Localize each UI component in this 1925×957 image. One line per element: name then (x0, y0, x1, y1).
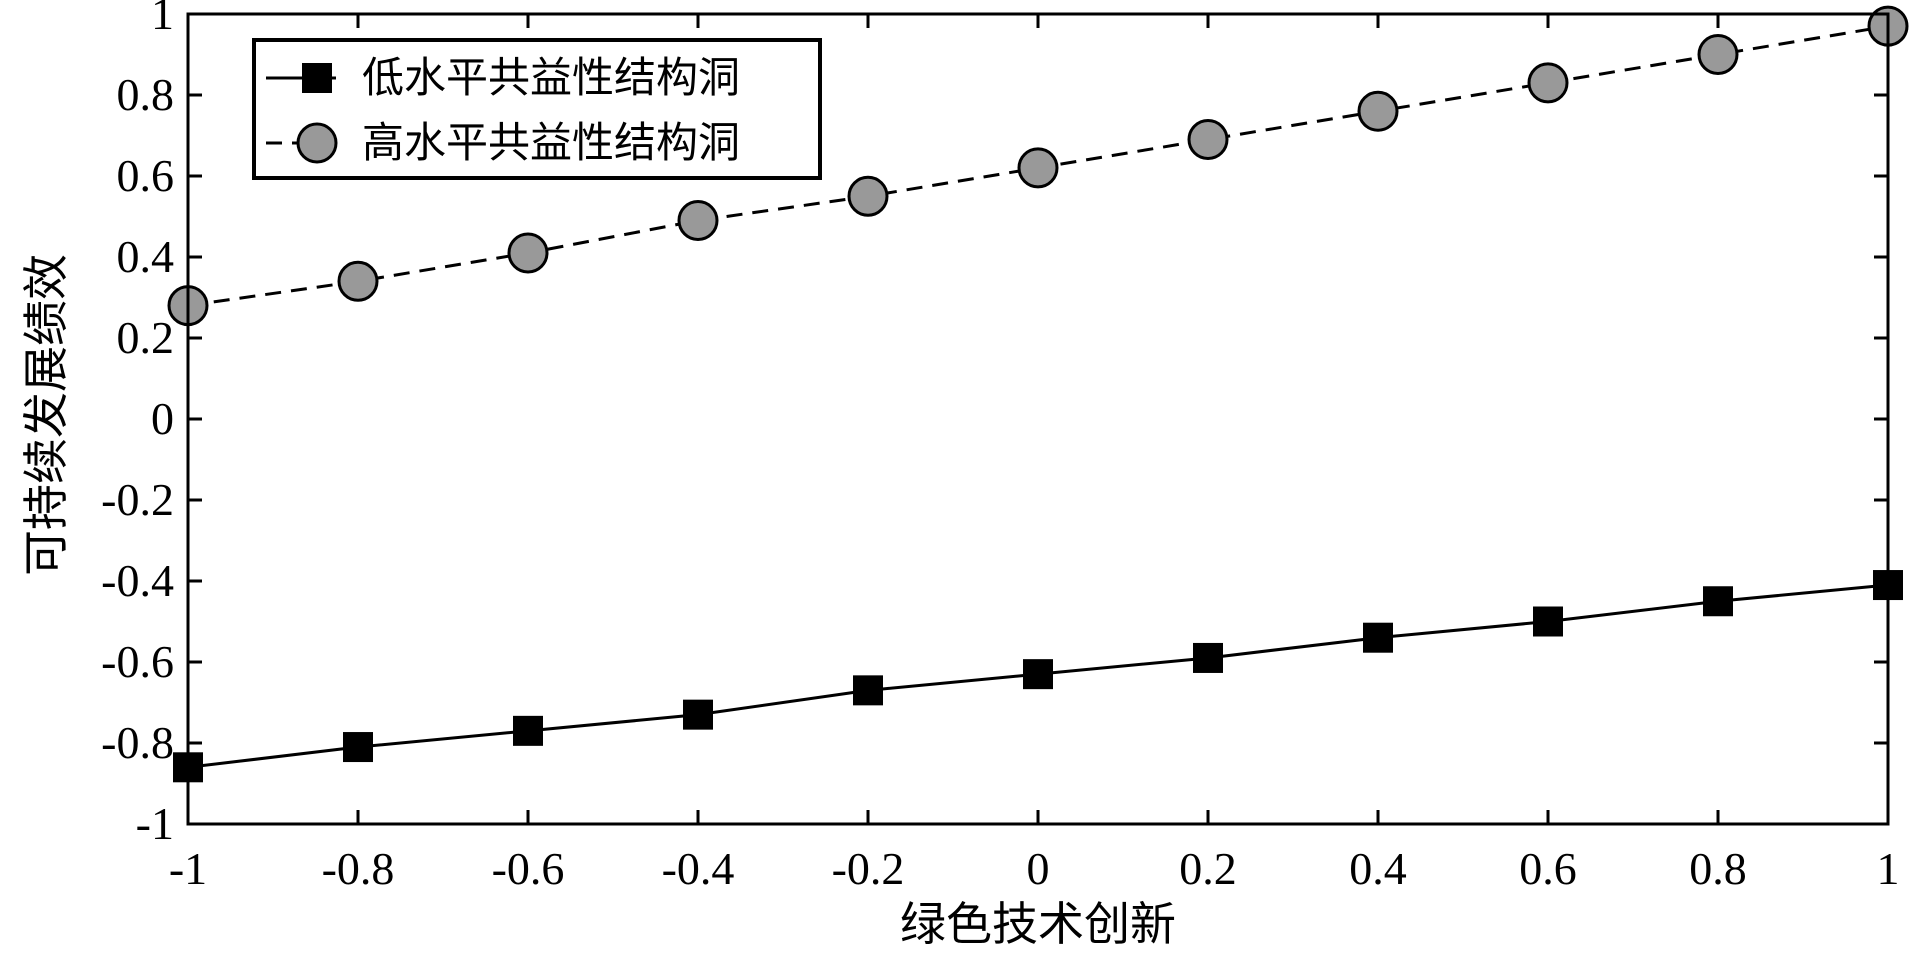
x-tick-label: -0.8 (322, 843, 395, 894)
series-2 (167, 5, 1909, 327)
square-marker (343, 732, 373, 763)
y-tick-label: 1 (151, 0, 174, 39)
circle-marker (1527, 62, 1569, 104)
tick-labels: -1 -0.8 -0.6 -0.4 -0.2 0 0.2 0.4 0.6 0.8 1 -1 -0.8 -0… (101, 0, 1899, 894)
circle-marker (337, 260, 379, 302)
legend-entry-1: 低水平共益性结构洞 (266, 56, 740, 102)
y-tick-label: 0.8 (117, 69, 175, 120)
x-tick-label: 0 (1027, 843, 1050, 894)
circle-marker (1697, 34, 1739, 75)
y-tick-label: -1 (136, 798, 174, 849)
x-tick-label: 0.6 (1519, 843, 1577, 894)
legend-label: 低水平共益性结构洞 (362, 56, 740, 102)
square-marker (1023, 659, 1053, 690)
y-tick-label: 0.6 (117, 150, 175, 201)
square-marker (1703, 586, 1733, 617)
x-tick-label: 0.4 (1349, 843, 1407, 894)
series-1 (173, 570, 1903, 783)
x-axis-title: 绿色技术创新 (900, 899, 1176, 950)
square-marker (513, 715, 543, 746)
circle-marker (847, 175, 889, 217)
y-tick-label: 0.2 (117, 312, 175, 363)
y-tick-label: -0.8 (101, 717, 174, 768)
x-tick-label: -0.4 (662, 843, 735, 894)
circle-marker (507, 232, 549, 274)
circle-marker (1357, 90, 1399, 132)
legend-entry-2: 高水平共益性结构洞 (266, 121, 740, 167)
square-marker (853, 675, 883, 706)
y-tick-label: 0.4 (117, 231, 175, 282)
legend-label: 高水平共益性结构洞 (362, 121, 740, 167)
x-tick-label: 1 (1877, 843, 1900, 894)
y-tick-label: -0.4 (101, 555, 174, 606)
square-marker (1363, 622, 1393, 653)
x-tick-label: -0.2 (832, 843, 905, 894)
y-axis-title: 可持续发展绩效 (21, 254, 72, 576)
square-marker (1533, 606, 1563, 637)
plot-frame (186, 12, 1890, 826)
legend-marker (296, 122, 338, 164)
y-tick-label: -0.6 (101, 636, 174, 687)
circle-marker (1187, 119, 1229, 161)
x-tick-label: -0.6 (492, 843, 565, 894)
y-tick-label: 0 (151, 393, 174, 444)
x-tick-label: 0.2 (1179, 843, 1237, 894)
square-marker (1193, 642, 1223, 673)
x-tick-label: -1 (169, 843, 207, 894)
circle-marker (677, 200, 719, 242)
y-tick-label: -0.2 (101, 474, 174, 525)
series-group (167, 5, 1909, 783)
square-marker (683, 699, 713, 730)
circle-marker (1017, 147, 1059, 189)
x-tick-label: 0.8 (1689, 843, 1747, 894)
legend-box (252, 38, 822, 180)
legend-marker (302, 63, 332, 93)
